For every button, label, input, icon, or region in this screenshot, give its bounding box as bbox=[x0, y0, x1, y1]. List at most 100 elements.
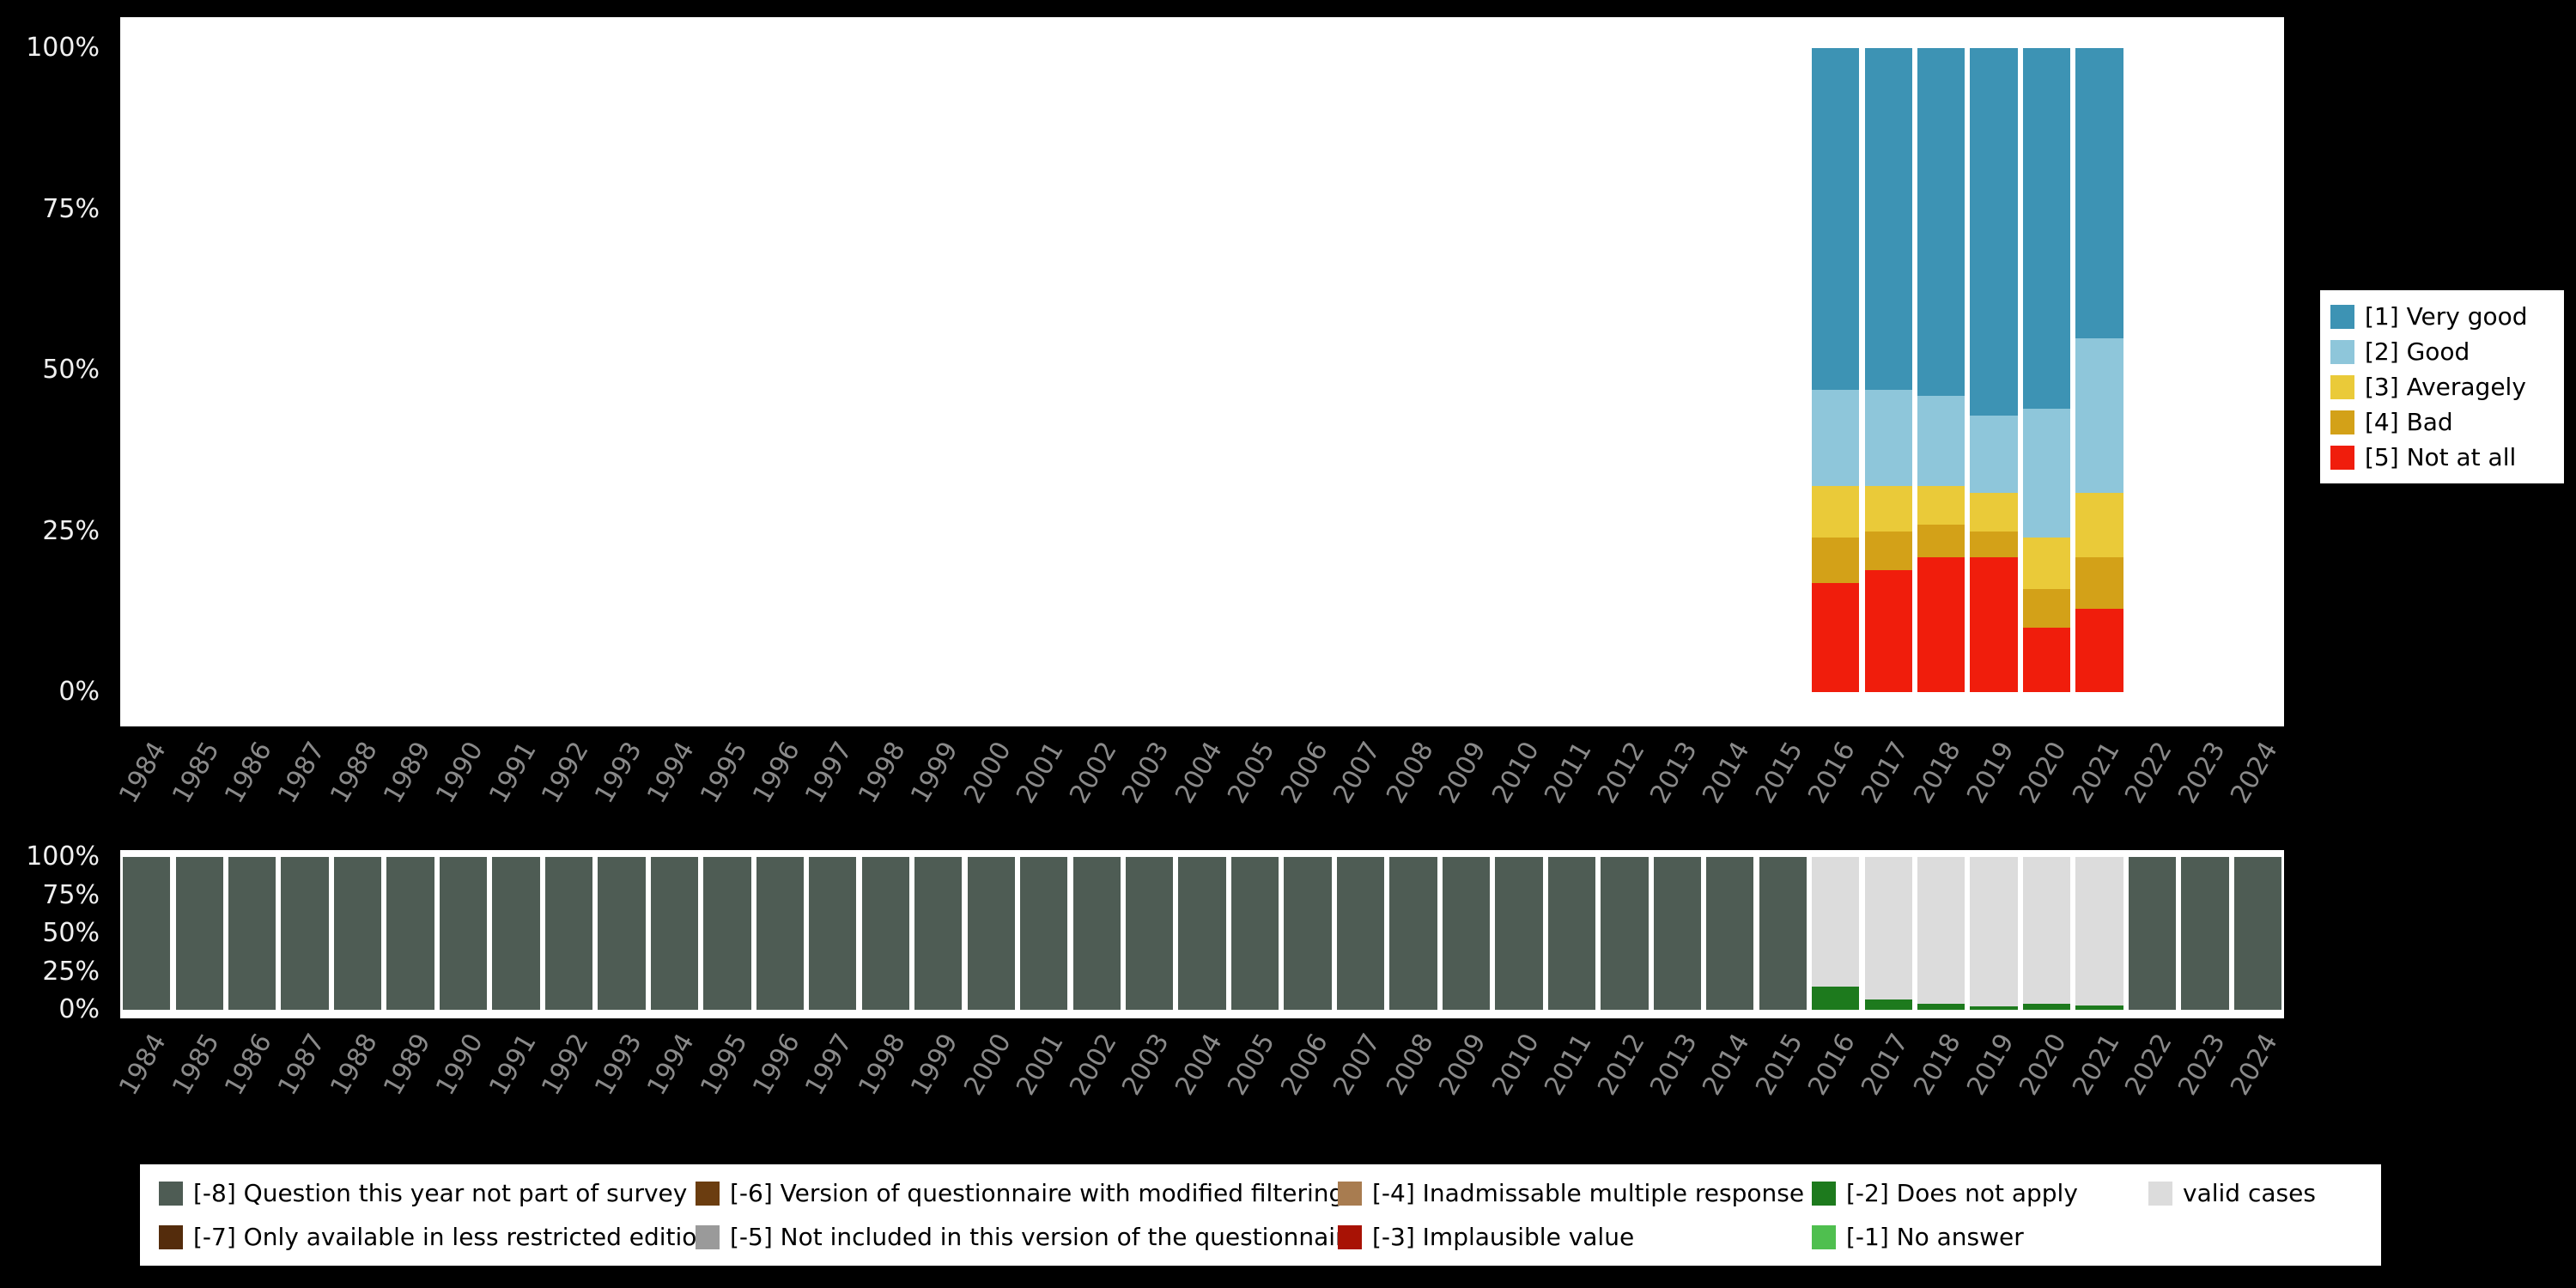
bar-slot-2011 bbox=[1546, 48, 1598, 692]
top-y-axis: 100% 75% 50% 25% 0% bbox=[0, 33, 112, 708]
x-tick-label: 2008 bbox=[1380, 737, 1440, 809]
bar-slot-2023 bbox=[2178, 857, 2231, 1010]
x-tick-label: 1997 bbox=[799, 1029, 860, 1101]
stacked-bar-2008 bbox=[1389, 857, 1437, 1010]
x-tick-2012: 2012 bbox=[1592, 1024, 1650, 1120]
stacked-bar-1997 bbox=[809, 857, 857, 1010]
x-tick-1992: 1992 bbox=[536, 732, 595, 828]
x-tick-label: 2017 bbox=[1856, 737, 1915, 809]
legend-swatch-icon bbox=[2330, 410, 2354, 434]
bar-slot-2004 bbox=[1176, 48, 1228, 692]
bar-slot-2010 bbox=[1492, 857, 1545, 1010]
x-tick-1990: 1990 bbox=[430, 1024, 489, 1120]
x-tick-label: 1987 bbox=[271, 737, 331, 809]
stacked-bar-1988 bbox=[333, 857, 382, 1010]
bar-segment bbox=[492, 857, 540, 1010]
bar-slot-1997 bbox=[806, 857, 859, 1010]
stacked-bar-1992 bbox=[544, 857, 593, 1010]
bar-segment bbox=[2128, 857, 2177, 1010]
bar-segment bbox=[2075, 608, 2123, 692]
x-tick-1995: 1995 bbox=[695, 732, 753, 828]
x-tick-1993: 1993 bbox=[589, 1024, 647, 1120]
legend-item: [5] Not at all bbox=[2330, 443, 2554, 471]
x-tick-1988: 1988 bbox=[325, 732, 384, 828]
x-tick-label: 1994 bbox=[641, 1029, 701, 1101]
x-tick-1994: 1994 bbox=[641, 732, 701, 828]
bar-segment bbox=[1812, 538, 1860, 583]
x-tick-label: 1994 bbox=[641, 737, 701, 809]
x-tick-label: 2006 bbox=[1274, 737, 1334, 809]
bar-slot-1989 bbox=[384, 48, 436, 692]
x-tick-label: 2009 bbox=[1433, 737, 1492, 809]
stacked-bar-2019 bbox=[1970, 48, 2018, 692]
bar-segment bbox=[386, 857, 434, 1010]
legend-swatch-icon bbox=[2330, 374, 2354, 399]
bar-segment bbox=[1125, 857, 1174, 1010]
x-tick-1997: 1997 bbox=[800, 1024, 859, 1120]
bar-segment bbox=[2233, 857, 2282, 1010]
x-tick-1994: 1994 bbox=[641, 1024, 701, 1120]
x-tick-label: 2000 bbox=[958, 1029, 1018, 1101]
x-tick-2016: 2016 bbox=[1803, 1024, 1862, 1120]
y-tick-label: 100% bbox=[26, 33, 100, 63]
x-tick-2010: 2010 bbox=[1486, 1024, 1545, 1120]
bar-slot-2007 bbox=[1334, 857, 1387, 1010]
bar-segment bbox=[650, 857, 699, 1010]
legend-item: [1] Very good bbox=[2330, 302, 2554, 331]
x-tick-label: 1992 bbox=[536, 1029, 595, 1101]
bar-slot-2010 bbox=[1492, 48, 1545, 692]
bar-slot-1995 bbox=[701, 48, 753, 692]
bar-segment bbox=[1970, 415, 2018, 493]
bar-slot-2022 bbox=[2126, 857, 2178, 1010]
x-tick-1985: 1985 bbox=[167, 732, 225, 828]
x-tick-label: 2014 bbox=[1697, 1029, 1757, 1101]
x-tick-2005: 2005 bbox=[1222, 732, 1281, 828]
legend-item: valid cases bbox=[2148, 1179, 2362, 1207]
x-tick-2019: 2019 bbox=[1961, 1024, 2020, 1120]
bar-slot-2005 bbox=[1229, 857, 1281, 1010]
bottom-bars-area bbox=[120, 857, 2284, 1010]
stacked-bar-2021 bbox=[2075, 48, 2123, 692]
x-tick-label: 2007 bbox=[1327, 1029, 1387, 1101]
x-tick-label: 2017 bbox=[1856, 1029, 1915, 1101]
x-tick-label: 2018 bbox=[1908, 737, 1967, 809]
stacked-bar-2007 bbox=[1336, 857, 1385, 1010]
stacked-bar-2022 bbox=[2128, 857, 2177, 1010]
stacked-bar-2020 bbox=[2022, 48, 2071, 692]
bar-segment bbox=[2022, 857, 2071, 1004]
bar-slot-2024 bbox=[2232, 857, 2284, 1010]
stacked-bar-2017 bbox=[1864, 48, 1912, 692]
bar-slot-1993 bbox=[595, 857, 647, 1010]
x-tick-2020: 2020 bbox=[2014, 732, 2073, 828]
stacked-bar-2010 bbox=[1495, 857, 1543, 1010]
bar-slot-2003 bbox=[1123, 857, 1176, 1010]
x-tick-2023: 2023 bbox=[2172, 1024, 2231, 1120]
legend-swatch-icon bbox=[159, 1181, 183, 1206]
legend-item: [-7] Only available in less restricted e… bbox=[159, 1223, 712, 1251]
bar-segment bbox=[756, 857, 805, 1010]
bar-slot-2009 bbox=[1440, 857, 1492, 1010]
bar-segment bbox=[2022, 628, 2071, 692]
x-tick-2022: 2022 bbox=[2119, 1024, 2178, 1120]
bar-slot-1995 bbox=[701, 857, 753, 1010]
x-tick-2010: 2010 bbox=[1486, 732, 1545, 828]
x-tick-2023: 2023 bbox=[2172, 732, 2231, 828]
bar-segment bbox=[1917, 1003, 1965, 1010]
stacked-bar-1989 bbox=[386, 857, 434, 1010]
x-tick-2015: 2015 bbox=[1750, 732, 1809, 828]
stacked-bar-2020 bbox=[2022, 857, 2071, 1010]
bar-slot-2019 bbox=[1967, 48, 2020, 692]
bar-segment bbox=[1917, 486, 1965, 525]
bar-segment bbox=[1284, 857, 1332, 1010]
x-tick-label: 2019 bbox=[1960, 1029, 2020, 1101]
x-tick-label: 2006 bbox=[1274, 1029, 1334, 1101]
bar-segment bbox=[1812, 486, 1860, 538]
legend-label: [2] Good bbox=[2365, 337, 2470, 366]
x-tick-label: 2009 bbox=[1433, 1029, 1492, 1101]
bar-segment bbox=[1812, 48, 1860, 390]
x-tick-1988: 1988 bbox=[325, 1024, 384, 1120]
x-tick-2011: 2011 bbox=[1539, 1024, 1598, 1120]
x-tick-label: 1998 bbox=[853, 1029, 912, 1101]
stacked-bar-1984 bbox=[123, 857, 171, 1010]
bar-segment bbox=[1864, 531, 1912, 570]
